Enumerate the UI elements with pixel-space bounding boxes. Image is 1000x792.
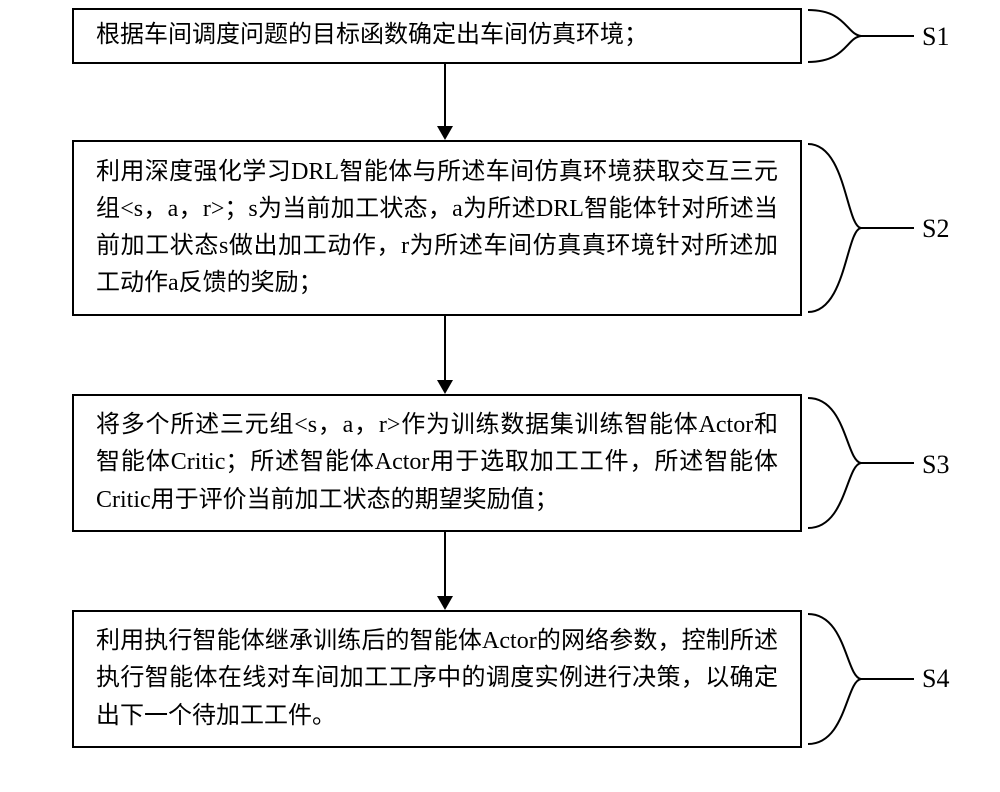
step-s2-box: 利用深度强化学习DRL智能体与所述车间仿真环境获取交互三元组<s，a，r>；s为…: [72, 140, 802, 316]
step-s4-text: 利用执行智能体继承训练后的智能体Actor的网络参数，控制所述执行智能体在线对车…: [96, 623, 778, 735]
step-s4-box: 利用执行智能体继承训练后的智能体Actor的网络参数，控制所述执行智能体在线对车…: [72, 610, 802, 748]
step-s1-label: S1: [922, 22, 949, 52]
arrow-s3-s4: [437, 532, 453, 610]
arrow-s2-s3: [437, 316, 453, 394]
step-s2-brace: [806, 142, 916, 314]
step-s2-label: S2: [922, 214, 949, 244]
step-s4-label: S4: [922, 664, 949, 694]
step-s3-text: 将多个所述三元组<s，a，r>作为训练数据集训练智能体Actor和智能体Crit…: [96, 407, 778, 519]
arrow-s1-s2: [437, 64, 453, 140]
step-s1-box: 根据车间调度问题的目标函数确定出车间仿真环境；: [72, 8, 802, 64]
step-s2-text: 利用深度强化学习DRL智能体与所述车间仿真环境获取交互三元组<s，a，r>；s为…: [96, 154, 778, 303]
step-s3-brace: [806, 396, 916, 530]
step-s3-label: S3: [922, 450, 949, 480]
step-s1-brace: [806, 8, 916, 64]
flowchart-canvas: 根据车间调度问题的目标函数确定出车间仿真环境； S1 利用深度强化学习DRL智能…: [0, 0, 1000, 792]
step-s3-box: 将多个所述三元组<s，a，r>作为训练数据集训练智能体Actor和智能体Crit…: [72, 394, 802, 532]
step-s4-brace: [806, 612, 916, 746]
step-s1-text: 根据车间调度问题的目标函数确定出车间仿真环境；: [96, 17, 778, 54]
